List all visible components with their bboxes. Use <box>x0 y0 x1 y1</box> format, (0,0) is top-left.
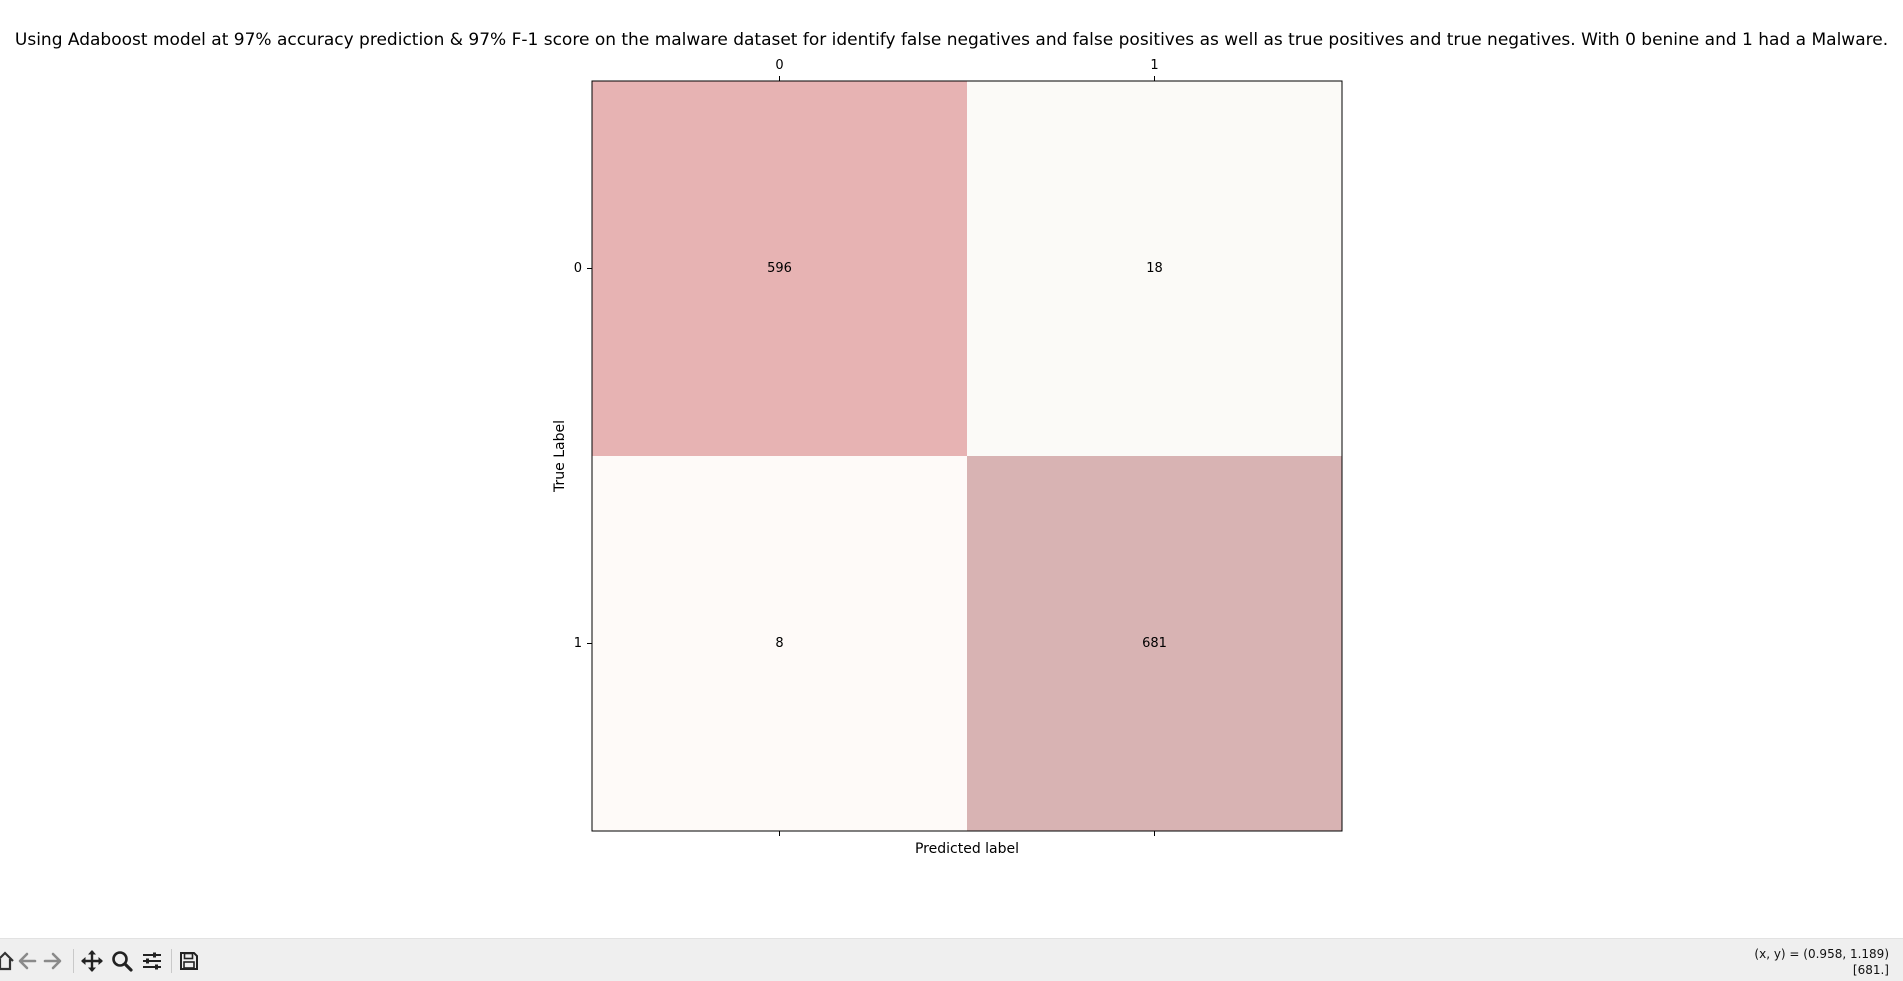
x-tick-label: 1 <box>1150 58 1158 73</box>
confusion-matrix-plot[interactable]: 596 18 8 681 0 1 0 1 Predicted label True Label <box>0 0 1903 938</box>
figure-canvas: Using Adaboost model at 97% accuracy pre… <box>0 0 1903 938</box>
figure-title: Using Adaboost model at 97% accuracy pre… <box>14 30 1889 50</box>
heatmap-cell <box>967 456 1342 831</box>
heatmap-cell <box>592 81 967 456</box>
x-axis-label: Predicted label <box>915 841 1019 857</box>
toolbar-separator <box>73 949 74 973</box>
save-icon[interactable] <box>176 948 202 974</box>
cursor-value: [681.] <box>1852 963 1889 977</box>
configure-subplots-icon[interactable] <box>139 948 165 974</box>
cell-value-label: 681 <box>1142 636 1167 651</box>
cell-value-label: 18 <box>1146 261 1163 276</box>
heatmap-cell <box>592 456 967 831</box>
zoom-icon[interactable] <box>109 948 135 974</box>
y-tick-label: 1 <box>574 636 582 651</box>
axes-frame <box>591 80 1343 832</box>
heatmap-cell <box>967 81 1342 456</box>
navigation-toolbar: (x, y) = (0.958, 1.189) [681.] <box>0 938 1903 981</box>
cell-value-label: 8 <box>775 636 783 651</box>
home-icon[interactable] <box>0 948 18 974</box>
y-tick-label: 0 <box>574 261 582 276</box>
pan-icon[interactable] <box>79 948 105 974</box>
back-arrow-icon[interactable] <box>14 948 40 974</box>
cell-value-label: 596 <box>767 261 792 276</box>
cursor-status: (x, y) = (0.958, 1.189) [681.] <box>1754 946 1889 978</box>
x-tick-label: 0 <box>775 58 783 73</box>
y-axis-label: True Label <box>552 420 568 493</box>
toolbar-separator <box>171 949 172 973</box>
forward-arrow-icon[interactable] <box>40 948 66 974</box>
cursor-coordinates: (x, y) = (0.958, 1.189) <box>1754 947 1889 961</box>
